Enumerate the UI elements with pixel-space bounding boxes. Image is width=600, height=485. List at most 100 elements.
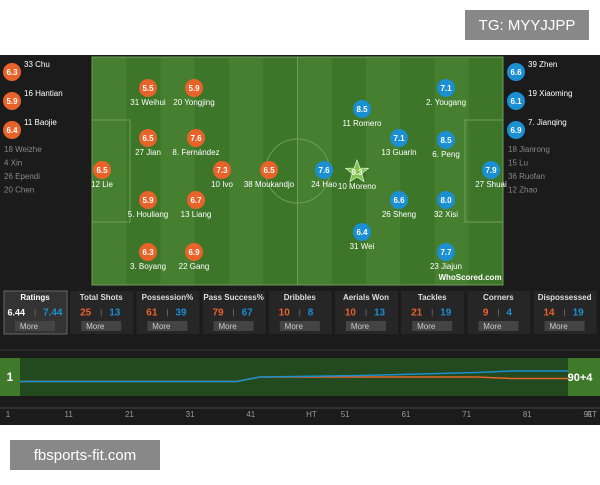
player-name: 23 Jiajun [430, 262, 462, 271]
rating-circle [437, 79, 455, 97]
stat-sep: | [299, 308, 301, 317]
rating-circle [260, 161, 278, 179]
timeline-tick: FT [587, 410, 597, 419]
more-label[interactable]: More [20, 322, 39, 331]
timeline-tick: 61 [401, 410, 410, 419]
stat-sep: | [100, 308, 102, 317]
stat-label: Possession% [142, 293, 194, 302]
more-label[interactable]: More [549, 322, 568, 331]
player-rating: 8.5 [440, 136, 452, 145]
pitch-line [464, 119, 504, 223]
player-name: 38 Moukandjo [244, 180, 295, 189]
more-label[interactable]: More [285, 322, 304, 331]
stat-away: 39 [175, 308, 187, 319]
player-rating: 6.5 [96, 166, 108, 175]
bench-rating: 6.3 [6, 68, 18, 77]
more-button[interactable] [544, 321, 585, 331]
bench-rating: 6.4 [6, 126, 18, 135]
stat-away: 13 [109, 308, 121, 319]
player-rating: 7.1 [393, 134, 405, 143]
bench-name: 39 Zhen [528, 60, 557, 69]
badge-bg [465, 10, 589, 40]
stat-sep: | [34, 308, 36, 317]
rating-circle [187, 191, 205, 209]
sub-name: 18 Weizhe [4, 145, 42, 154]
player-name: 3. Boyang [130, 262, 166, 271]
player-rating: 5.5 [142, 84, 154, 93]
timeline-tick: 21 [125, 410, 134, 419]
more-button[interactable] [412, 321, 453, 331]
more-label[interactable]: More [86, 322, 105, 331]
more-button[interactable] [346, 321, 386, 331]
more-label[interactable]: More [218, 322, 237, 331]
timeline-start: 1 [7, 370, 14, 384]
timeline-tick: 51 [341, 410, 350, 419]
player-name: 10 Moreno [338, 182, 377, 191]
more-button[interactable] [279, 321, 320, 331]
more-label[interactable]: More [417, 322, 436, 331]
player-rating: 6.4 [356, 228, 368, 237]
timeline-tick: 31 [186, 410, 195, 419]
timeline-tick: 41 [246, 410, 255, 419]
rating-circle [139, 129, 157, 147]
more-label[interactable]: More [152, 322, 171, 331]
more-label[interactable]: More [483, 322, 502, 331]
player-rating: 7.6 [318, 166, 330, 175]
rating-circle [3, 63, 21, 81]
stat-home: 25 [80, 308, 92, 319]
sub-name: 36 Ruofan [508, 172, 545, 181]
rating-circle [139, 79, 157, 97]
stat-home: 61 [146, 308, 158, 319]
player-name: 20 Yongjing [173, 98, 214, 107]
player-rating: 5.9 [188, 84, 200, 93]
stat-sep: | [564, 308, 566, 317]
player-name: 31 Weihui [130, 98, 166, 107]
logo: WhoScored.com [438, 273, 501, 282]
sub-name: 12 Zhao [508, 186, 538, 195]
stat-label: Corners [483, 293, 514, 302]
more-button[interactable] [15, 321, 55, 331]
badge: TG: MYYJJPP [479, 17, 576, 34]
more-button[interactable] [81, 321, 122, 331]
sub-name: 26 Ependi [4, 172, 40, 181]
more-button[interactable] [213, 321, 254, 331]
rating-circle [507, 63, 525, 81]
more-button[interactable] [478, 321, 519, 331]
stat-label: Aerials Won [343, 293, 389, 302]
rating-circle [213, 161, 231, 179]
timeline-tick: 1 [6, 410, 11, 419]
stat-home: 6.44 [7, 307, 25, 317]
player-rating: 7.3 [216, 166, 228, 175]
rating-circle [139, 191, 157, 209]
player-rating: 6.5 [263, 166, 275, 175]
timeline-tick: 81 [523, 410, 532, 419]
bench-name: 33 Chu [24, 60, 50, 69]
sub-name: 18 Jianrong [508, 145, 550, 154]
player-rating: 6.9 [188, 248, 200, 257]
rating-circle [390, 129, 408, 147]
player-rating: 6.7 [190, 196, 202, 205]
timeline-tick: 11 [65, 410, 74, 419]
player-rating: 6.5 [142, 134, 154, 143]
stat-away: 19 [573, 308, 585, 319]
player-name: 11 Romero [343, 119, 383, 128]
stat-away: 7.44 [43, 308, 63, 319]
player-name: 22 Gang [179, 262, 210, 271]
more-label[interactable]: More [351, 322, 370, 331]
more-button[interactable] [147, 321, 188, 331]
rating-circle [437, 191, 455, 209]
rating-circle [507, 121, 525, 139]
player-name: 26 Sheng [382, 210, 416, 219]
timeline-end [568, 358, 600, 396]
player-name: 32 Xisi [434, 210, 458, 219]
bench-rating: 6.9 [510, 126, 522, 135]
rating-circle [507, 92, 525, 110]
player-name: 27 Jian [135, 148, 161, 157]
rating-circle [185, 79, 203, 97]
star-marker [344, 159, 370, 183]
stat-home: 10 [345, 308, 357, 319]
player-rating: 5.9 [142, 196, 154, 205]
player-name: 27 Shuai [475, 180, 507, 189]
